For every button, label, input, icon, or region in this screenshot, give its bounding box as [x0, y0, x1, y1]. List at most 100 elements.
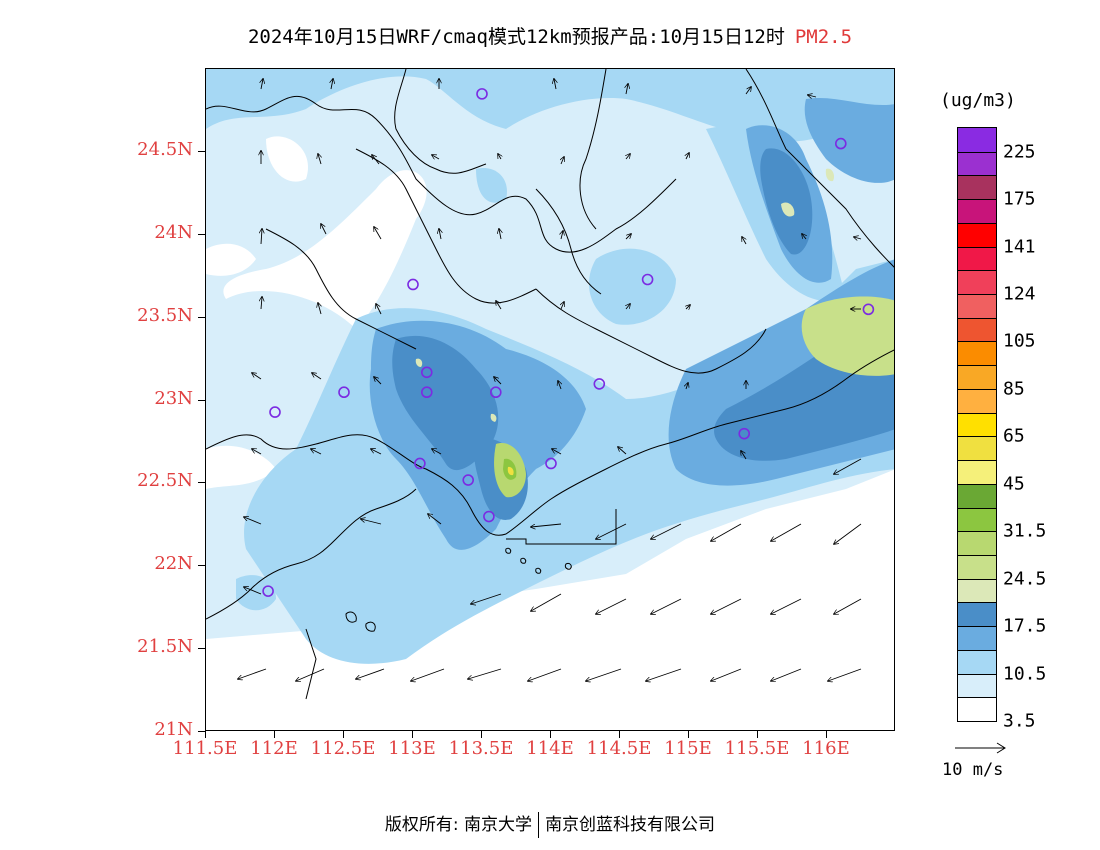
legend-label: 105: [1003, 330, 1036, 352]
lat-tick-label: 21N: [154, 719, 193, 740]
station-marker: [421, 366, 433, 379]
lat-tick-label: 23N: [154, 387, 193, 409]
lon-tick: [619, 731, 620, 738]
legend-unit: (ug/m3): [940, 90, 1016, 111]
lon-tick-label: 112.5E: [310, 738, 376, 759]
legend-swatch: [958, 626, 996, 650]
legend-swatch: [958, 365, 996, 389]
legend-swatch: [958, 388, 996, 413]
color-legend: [957, 127, 997, 722]
lon-tick: [550, 731, 551, 738]
islands: [345, 547, 572, 632]
lon-tick-label: 113.5E: [448, 738, 514, 759]
level-high: [415, 168, 894, 498]
legend-swatch: [958, 175, 996, 200]
lat-tick-label: 24.5N: [137, 138, 193, 160]
legend-label: 17.5: [1003, 615, 1047, 637]
legend-swatch: [958, 578, 996, 603]
legend-label: 3.5: [1003, 710, 1036, 732]
legend-swatch: [958, 531, 996, 555]
boundaries: [206, 69, 894, 700]
station-markers: [262, 88, 875, 597]
lat-tick: [198, 316, 205, 318]
lat-tick: [198, 731, 205, 732]
legend-swatch: [958, 602, 996, 627]
legend-swatch: [958, 317, 996, 342]
station-marker: [641, 273, 654, 286]
legend-swatch: [958, 673, 996, 698]
copyright-right: 南京创蓝科技有限公司: [545, 815, 716, 835]
lon-tick: [826, 731, 827, 738]
legend-swatch: [958, 554, 996, 579]
legend-label: 141: [1003, 236, 1036, 258]
lat-tick: [198, 399, 205, 401]
legend-swatch: [958, 199, 996, 223]
legend-swatch: [958, 460, 996, 484]
legend-swatch: [958, 412, 996, 437]
lat-tick-label: 22.5N: [137, 470, 193, 492]
copyright-left: 版权所有: 南京大学: [384, 815, 533, 835]
pm25-map: [205, 68, 895, 731]
wind-reference-label: 10 m/s: [942, 760, 1004, 780]
lon-tick-label: 114E: [526, 738, 574, 759]
station-marker: [483, 510, 495, 523]
lat-tick-label: 24N: [154, 221, 193, 243]
station-marker: [269, 406, 281, 418]
station-marker: [262, 585, 274, 597]
legend-swatch: [958, 483, 996, 508]
lon-tick: [757, 731, 758, 738]
legend-swatch: [958, 697, 996, 721]
station-marker: [421, 386, 433, 399]
legend-swatch: [958, 341, 996, 366]
legend-label: 24.5: [1003, 568, 1047, 590]
lon-tick: [274, 731, 275, 738]
lat-tick-label: 22N: [154, 553, 193, 575]
lat-tick: [198, 482, 205, 484]
station-marker: [414, 457, 426, 470]
wind-vectors: [238, 79, 862, 681]
legend-label: 65: [1003, 425, 1025, 447]
map-title: 2024年10月15日WRF/cmaq模式12km预报产品:10月15日12时 P…: [0, 22, 1100, 49]
legend-swatch: [958, 270, 996, 295]
legend-label: 124: [1003, 283, 1036, 305]
lon-tick-label: 113E: [388, 738, 436, 759]
station-marker: [834, 137, 847, 150]
legend-label: 10.5: [1003, 663, 1047, 685]
station-marker: [489, 386, 502, 399]
legend-swatch: [958, 649, 996, 674]
map-canvas: [206, 69, 894, 730]
legend-label: 225: [1003, 141, 1036, 163]
station-marker: [738, 427, 751, 440]
lon-tick-label: 111.5E: [172, 738, 238, 759]
station-marker: [338, 386, 350, 399]
legend-swatch: [958, 246, 996, 271]
lon-tick-label: 114.5E: [586, 738, 652, 759]
lon-tick: [343, 731, 344, 738]
legend-swatch: [958, 151, 996, 176]
lat-tick: [198, 233, 205, 235]
legend-label: 175: [1003, 188, 1036, 210]
species-label: PM2.5: [794, 26, 853, 48]
lat-tick: [198, 150, 205, 152]
legend-swatch: [958, 222, 996, 247]
legend-swatch: [958, 436, 996, 461]
title-text: 2024年10月15日WRF/cmaq模式12km预报产品:10月15日12时: [247, 26, 785, 48]
wind-reference-arrow: [955, 740, 1007, 759]
lat-tick: [198, 648, 205, 650]
lon-tick: [205, 731, 206, 738]
legend-swatch: [958, 507, 996, 532]
lat-tick-label: 23.5N: [137, 304, 193, 326]
legend-label: 45: [1003, 473, 1025, 495]
copyright: 版权所有: 南京大学 南京创蓝科技有限公司: [0, 810, 1100, 838]
station-marker: [407, 278, 419, 291]
legend-label: 31.5: [1003, 520, 1047, 542]
lon-tick: [412, 731, 413, 738]
legend-label: 85: [1003, 378, 1025, 400]
station-marker: [862, 303, 875, 316]
lon-tick: [688, 731, 689, 738]
station-marker: [545, 457, 557, 470]
lon-tick: [481, 731, 482, 738]
legend-swatch: [958, 128, 996, 152]
lon-tick-label: 115.5E: [724, 738, 790, 759]
lon-tick-label: 116E: [802, 738, 850, 759]
